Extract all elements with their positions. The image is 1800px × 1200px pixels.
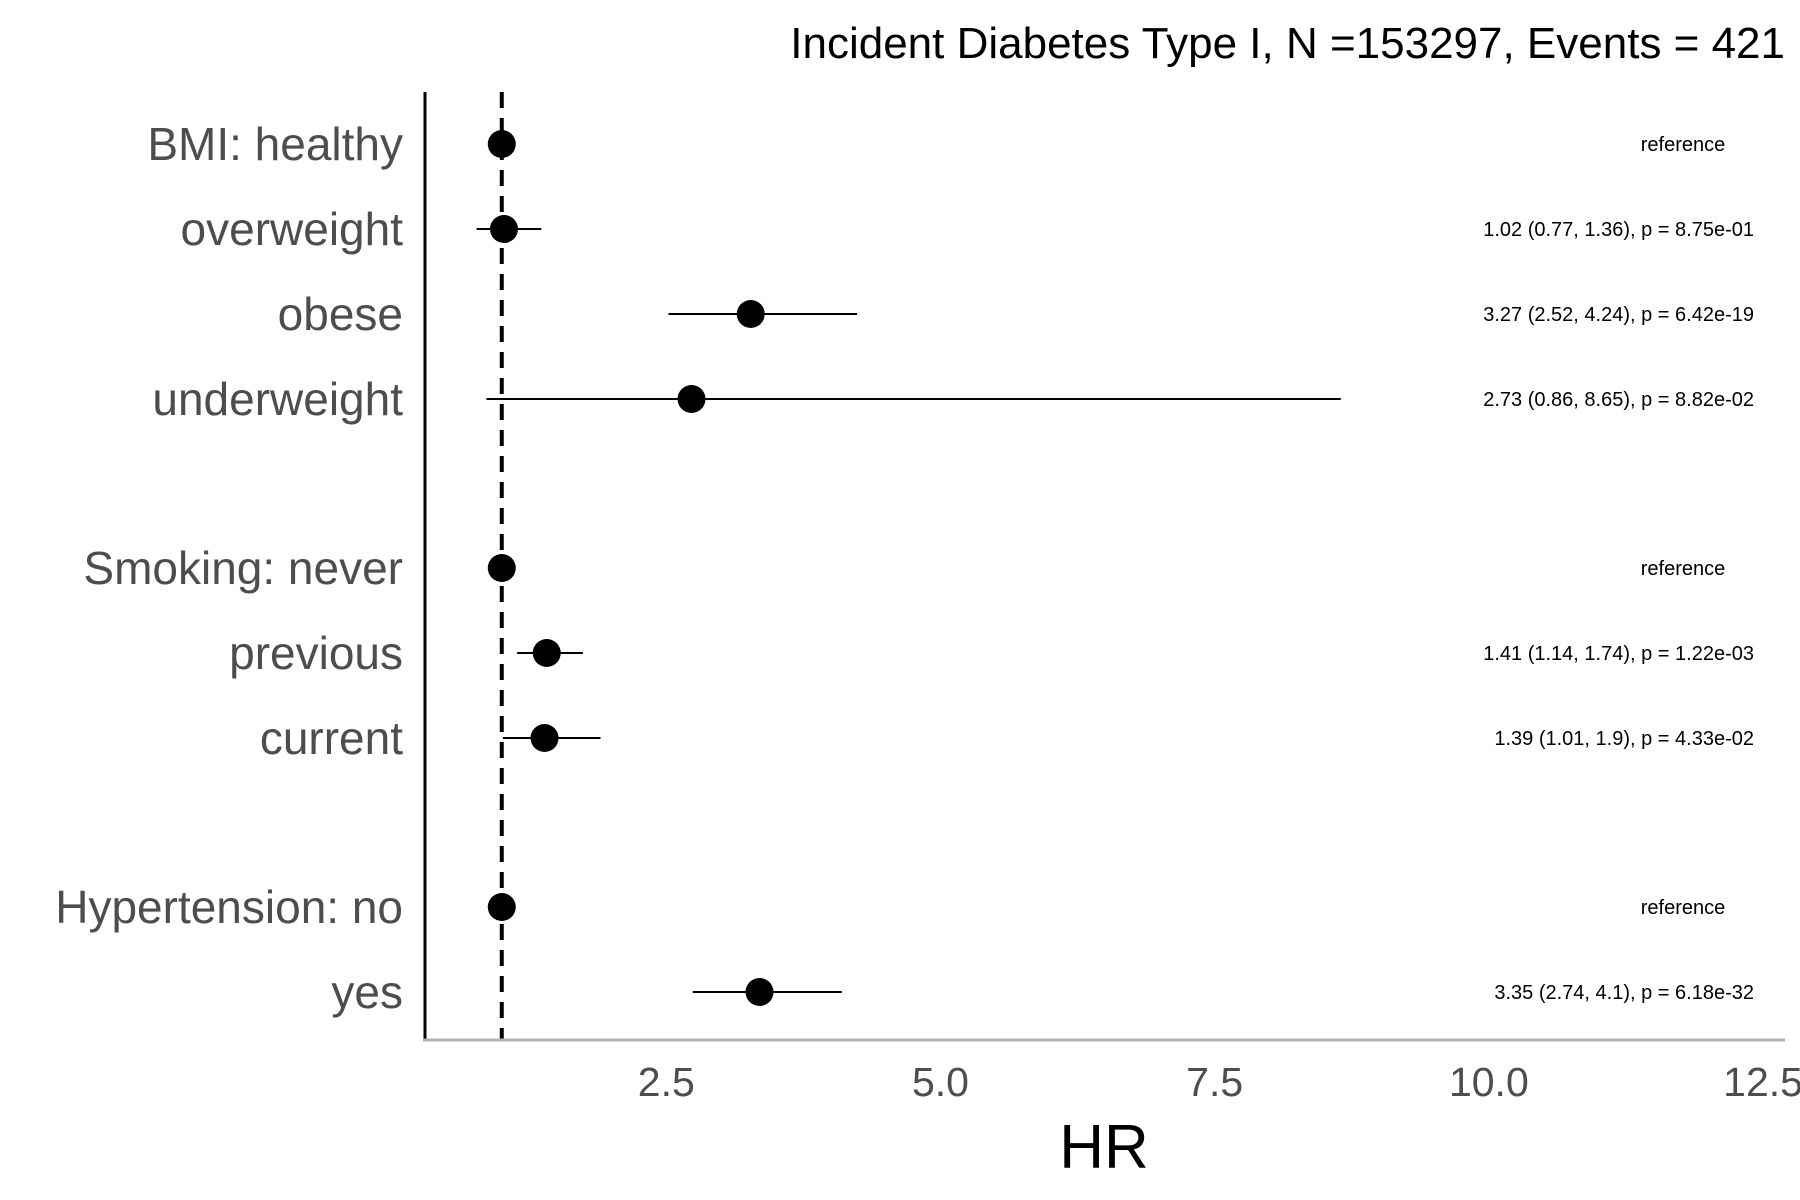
chart-title: Incident Diabetes Type I, N =153297, Eve…: [790, 19, 1785, 68]
row-8: yes 3.35 (2.74, 4.1), p = 6.18e-32: [331, 966, 1754, 1018]
row-6: current 1.39 (1.01, 1.9), p = 4.33e-02: [260, 712, 1754, 764]
row-label: current: [260, 712, 403, 764]
row-label: Smoking: never: [83, 542, 403, 594]
row-label: overweight: [181, 203, 404, 255]
row-3: underweight 2.73 (0.86, 8.65), p = 8.82e-…: [152, 373, 1754, 425]
row-label: BMI: healthy: [147, 118, 403, 170]
x-tick-label: 7.5: [1186, 1059, 1243, 1105]
row-5: previous 1.41 (1.14, 1.74), p = 1.22e-03: [229, 627, 1754, 679]
x-tick-label: 10.0: [1449, 1059, 1529, 1105]
row-annotation: 3.35 (2.74, 4.1), p = 6.18e-32: [1494, 982, 1754, 1004]
x-axis-label: HR: [1059, 1113, 1149, 1182]
row-2: obese 3.27 (2.52, 4.24), p = 6.42e-19: [278, 288, 1754, 340]
x-ticks: 2.5 5.0 7.5 10.0 12.5: [638, 1059, 1800, 1105]
hr-point: [745, 978, 774, 1006]
row-1: overweight 1.02 (0.77, 1.36), p = 8.75e-0…: [181, 203, 1754, 255]
row-label: previous: [229, 627, 403, 679]
row-label: yes: [331, 966, 403, 1018]
x-tick-label: 12.5: [1723, 1059, 1800, 1105]
row-label: Hypertension: no: [55, 881, 403, 933]
row-annotation: reference: [1641, 897, 1726, 919]
row-annotation: 3.27 (2.52, 4.24), p = 6.42e-19: [1483, 304, 1754, 326]
x-tick-label: 2.5: [638, 1059, 695, 1105]
hr-point: [677, 385, 706, 413]
row-7: Hypertension: no reference: [55, 881, 1725, 933]
row-label: obese: [278, 288, 403, 340]
row-0: BMI: healthy reference: [147, 118, 1725, 170]
row-annotation: 2.73 (0.86, 8.65), p = 8.82e-02: [1483, 389, 1754, 411]
rows-layer: BMI: healthy reference overweight 1.02 (0.7…: [55, 118, 1754, 1018]
hr-point: [736, 300, 765, 328]
row-annotation: reference: [1641, 558, 1726, 580]
hr-point: [489, 215, 518, 243]
hr-point: [532, 639, 561, 667]
hr-point: [530, 724, 559, 752]
row-annotation: reference: [1641, 134, 1726, 156]
row-annotation: 1.39 (1.01, 1.9), p = 4.33e-02: [1494, 728, 1754, 750]
row-annotation: 1.41 (1.14, 1.74), p = 1.22e-03: [1483, 643, 1754, 665]
row-label: underweight: [152, 373, 403, 425]
x-tick-label: 5.0: [912, 1059, 969, 1105]
row-4: Smoking: never reference: [83, 542, 1725, 594]
row-annotation: 1.02 (0.77, 1.36), p = 8.75e-01: [1483, 219, 1754, 241]
